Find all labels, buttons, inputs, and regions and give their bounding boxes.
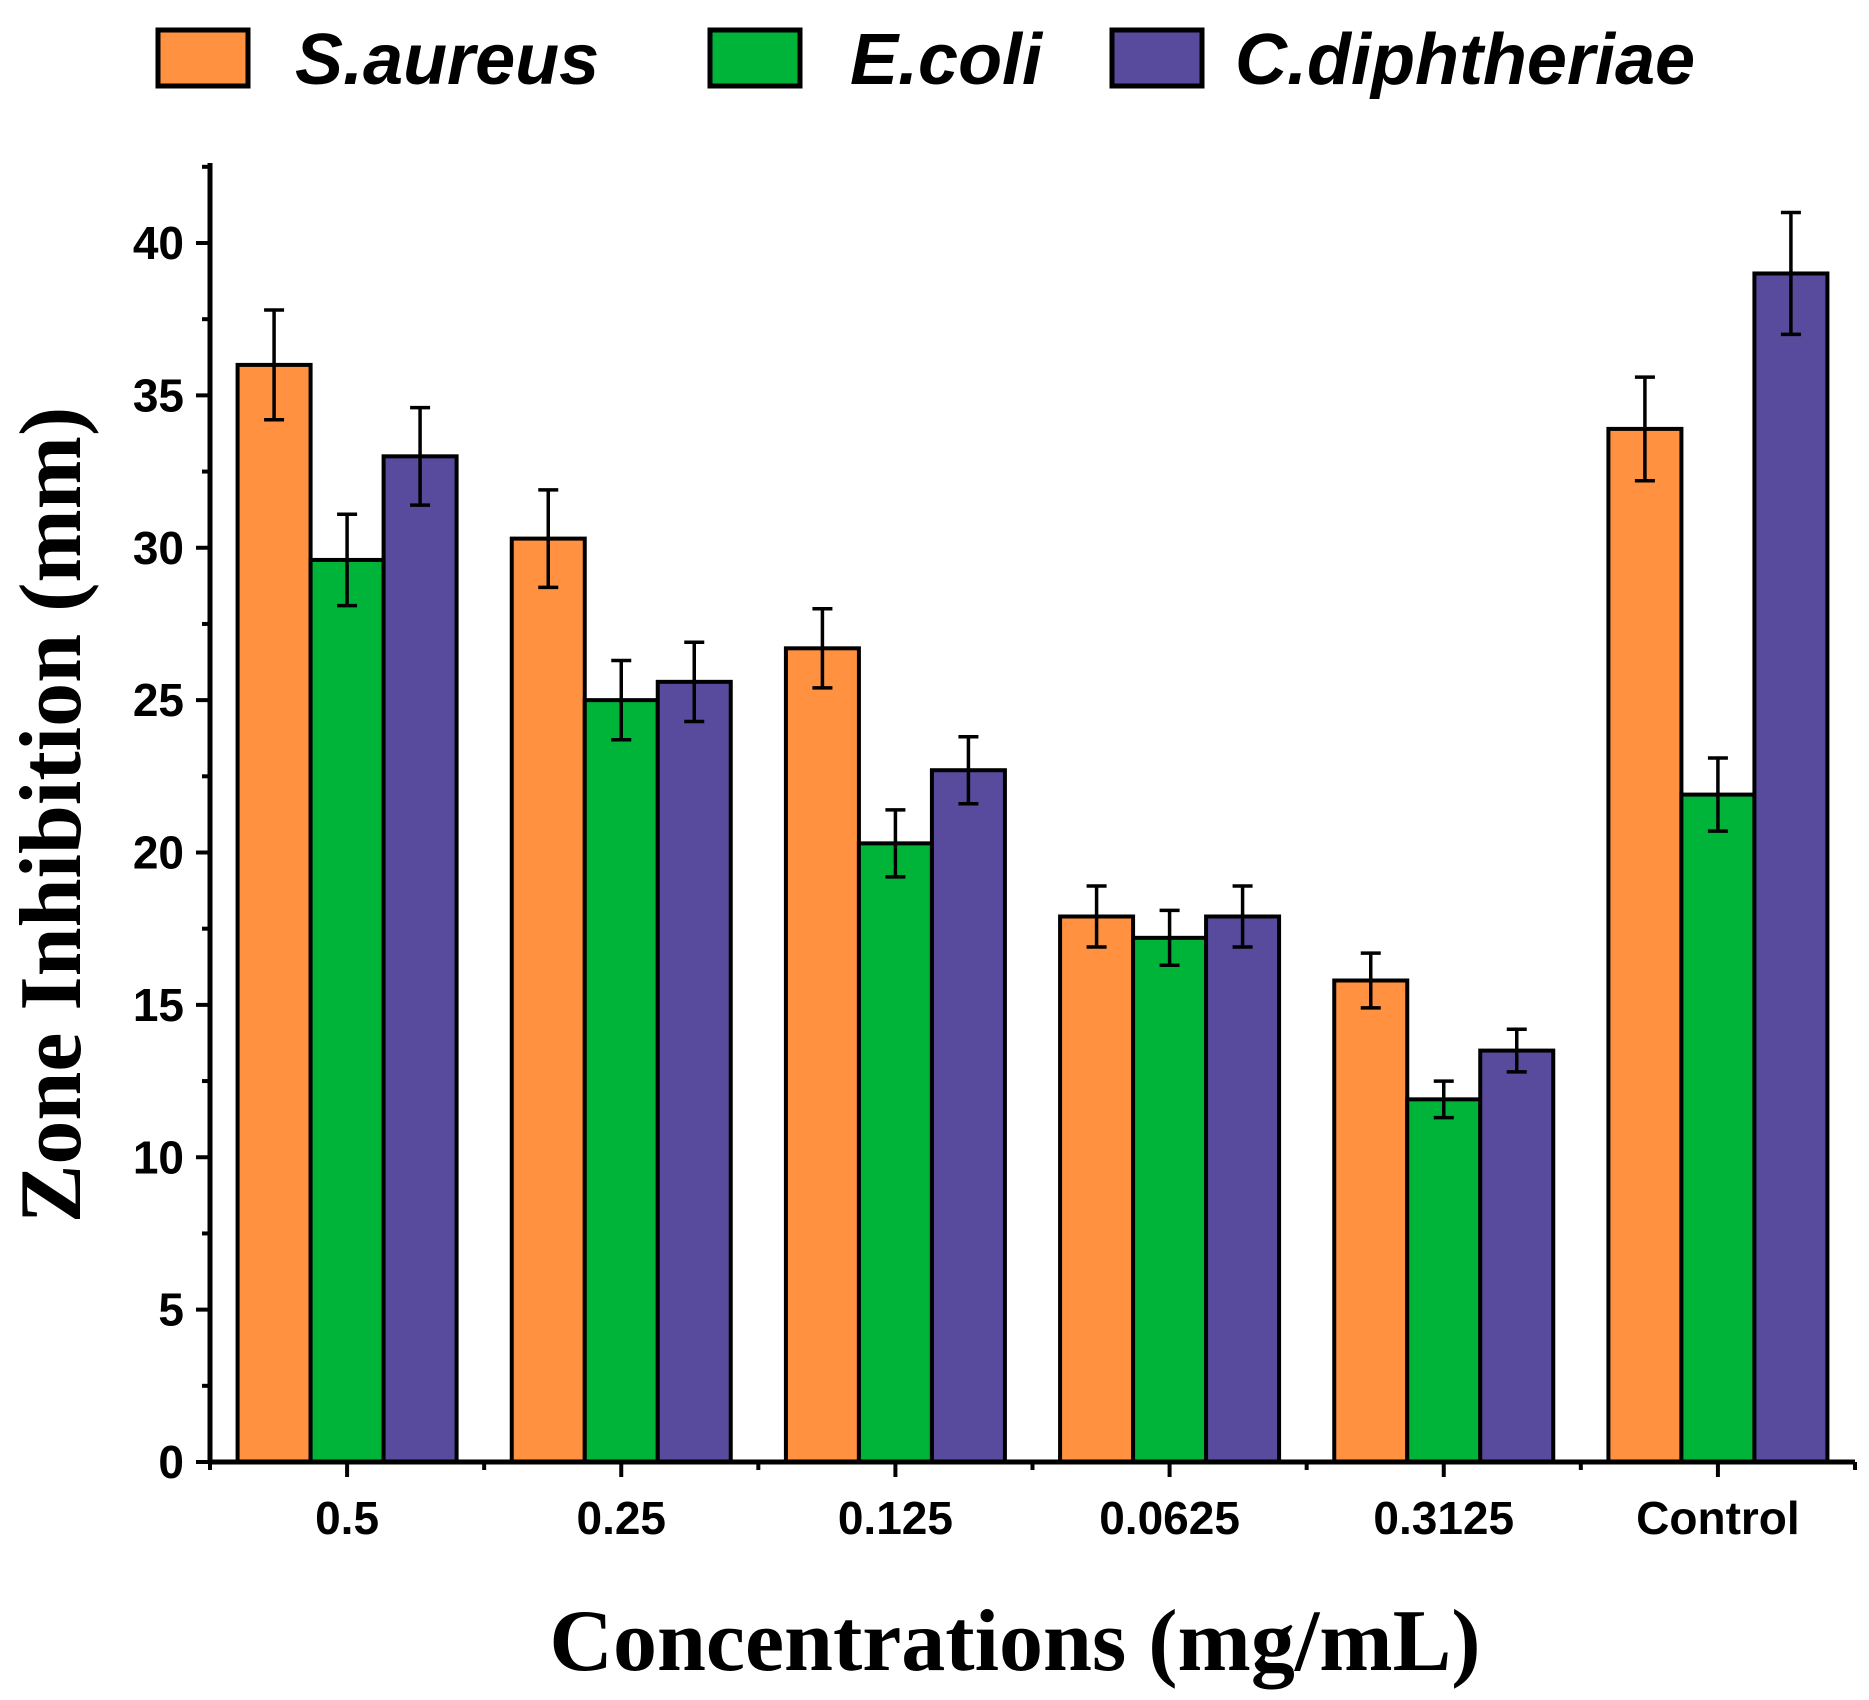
legend-swatch-s-aureus — [155, 27, 251, 89]
y-tick-label-0: 0 — [158, 1436, 184, 1488]
axes-layer — [196, 163, 1857, 1477]
y-tick-label-20: 20 — [133, 827, 184, 879]
bar-s-aureus-0.3125 — [1332, 978, 1410, 1464]
x-tick-label-Control: Control — [1636, 1492, 1800, 1544]
x-tick-label-0.0625: 0.0625 — [1099, 1492, 1240, 1544]
bar-c-diphtheriae-0.5 — [381, 454, 459, 1464]
y-tick-label-40: 40 — [133, 217, 184, 269]
legend: S.aureus E.coli C.diphtheriae — [155, 20, 1695, 100]
bar-e-coli-0.5 — [308, 557, 386, 1464]
bar-s-aureus-0.0625 — [1058, 914, 1136, 1464]
bar-c-diphtheriae-0.125 — [929, 768, 1007, 1464]
y-tick-label-30: 30 — [133, 522, 184, 574]
bar-c-diphtheriae-0.3125 — [1478, 1048, 1556, 1465]
y-tick-label-5: 5 — [158, 1284, 184, 1336]
x-axis-title: Concentrations (mg/mL) — [549, 1593, 1480, 1690]
legend-swatch-c-diphtheriae — [1109, 27, 1205, 89]
bar-e-coli-0.125 — [856, 841, 934, 1464]
y-tick-label-15: 15 — [133, 979, 184, 1031]
x-tick-labels: 0.5 0.25 0.125 0.0625 0.3125 Control — [315, 1492, 1800, 1544]
y-axis-title: Zone Inhibition (mm) — [3, 407, 100, 1224]
x-tick-label-0.125: 0.125 — [838, 1492, 953, 1544]
bar-c-diphtheriae-Control — [1752, 271, 1830, 1465]
bar-s-aureus-0.25 — [509, 536, 587, 1464]
bar-s-aureus-0.5 — [235, 362, 313, 1464]
legend-label-s-aureus: S.aureus — [295, 20, 599, 100]
bar-c-diphtheriae-0.25 — [655, 679, 733, 1464]
x-tick-label-0.25: 0.25 — [576, 1492, 666, 1544]
y-tick-label-10: 10 — [133, 1131, 184, 1183]
legend-label-c-diphtheriae: C.diphtheriae — [1235, 20, 1695, 100]
bar-e-coli-Control — [1679, 792, 1757, 1464]
x-tick-label-0.3125: 0.3125 — [1373, 1492, 1514, 1544]
bar-s-aureus-Control — [1606, 426, 1684, 1465]
error-bars-layer — [264, 210, 1801, 1120]
y-tick-label-25: 25 — [133, 674, 184, 726]
y-tick-label-35: 35 — [133, 369, 184, 421]
bar-e-coli-0.3125 — [1405, 1097, 1483, 1465]
bar-e-coli-0.25 — [582, 698, 660, 1464]
bars-layer — [235, 271, 1830, 1465]
bar-e-coli-0.0625 — [1131, 935, 1209, 1464]
x-tick-label-0.5: 0.5 — [315, 1492, 379, 1544]
legend-label-e-coli: E.coli — [850, 20, 1044, 100]
bar-c-diphtheriae-0.0625 — [1204, 914, 1282, 1464]
bar-s-aureus-0.125 — [783, 646, 861, 1464]
legend-swatch-e-coli — [707, 27, 803, 89]
y-tick-labels: 0 5 10 15 20 25 30 35 40 — [133, 217, 184, 1488]
